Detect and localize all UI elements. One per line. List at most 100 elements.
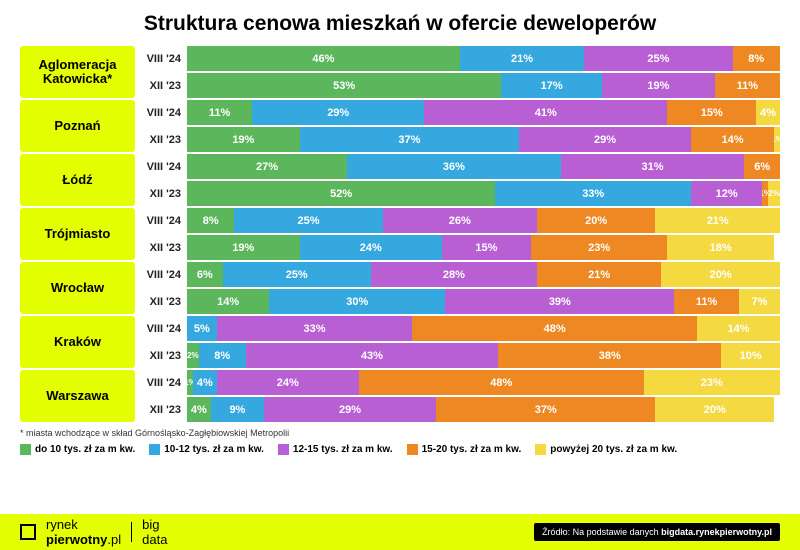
bar-segment: 23% (644, 370, 780, 395)
city-rows: VIII '245%33%48%14%XII '232%8%43%38%10% (139, 316, 780, 368)
bar-segment: 11% (187, 100, 252, 125)
stacked-bar: 14%30%39%11%7% (187, 289, 780, 314)
bar-segment: 6% (187, 262, 223, 287)
bar-segment: 20% (661, 262, 780, 287)
stacked-bar: 11%29%41%15%4% (187, 100, 780, 125)
bar-segment: 38% (498, 343, 721, 368)
chart-title: Struktura cenowa mieszkań w ofercie dewe… (20, 12, 780, 36)
bar-segment: 52% (187, 181, 495, 206)
city-group: Aglomeracja Katowicka*VIII '2446%21%25%8… (20, 46, 780, 98)
bar-row: VIII '248%25%26%20%21% (139, 208, 780, 233)
stacked-bar: 1%4%24%48%23% (187, 370, 780, 395)
bar-row: XII '232%8%43%38%10% (139, 343, 780, 368)
bar-row: XII '2319%24%15%23%18% (139, 235, 780, 260)
city-rows: VIII '2411%29%41%15%4%XII '2319%37%29%14… (139, 100, 780, 152)
period-label: XII '23 (139, 80, 187, 92)
chart-container: Struktura cenowa mieszkań w ofercie dewe… (0, 0, 800, 550)
city-group: WarszawaVIII '241%4%24%48%23%XII '234%9%… (20, 370, 780, 422)
legend-swatch (407, 444, 418, 455)
bar-segment: 36% (347, 154, 560, 179)
bar-segment: 8% (187, 208, 234, 233)
bar-row: XII '2314%30%39%11%7% (139, 289, 780, 314)
city-rows: VIII '2427%36%31%6%XII '2352%33%12%1%2% (139, 154, 780, 206)
stacked-bar: 27%36%31%6% (187, 154, 780, 179)
period-label: VIII '24 (139, 215, 187, 227)
stacked-bar: 4%9%29%37%20% (187, 397, 780, 422)
brand-primary: rynekpierwotny.pl (46, 517, 121, 547)
bar-row: VIII '2446%21%25%8% (139, 46, 780, 71)
bar-segment: 4% (193, 370, 217, 395)
bar-segment: 9% (211, 397, 264, 422)
period-label: XII '23 (139, 296, 187, 308)
bar-segment: 30% (269, 289, 445, 314)
legend-swatch (278, 444, 289, 455)
legend-label: do 10 tys. zł za m kw. (35, 444, 135, 455)
bar-row: VIII '2411%29%41%15%4% (139, 100, 780, 125)
bar-segment: 4% (756, 100, 780, 125)
legend-item: do 10 tys. zł za m kw. (20, 444, 135, 455)
bar-row: VIII '2427%36%31%6% (139, 154, 780, 179)
bar-segment: 48% (412, 316, 697, 341)
legend-label: 12-15 tys. zł za m kw. (293, 444, 393, 455)
bar-segment: 11% (715, 73, 780, 98)
legend-label: powyżej 20 tys. zł za m kw. (550, 444, 677, 455)
bar-segment: 14% (697, 316, 780, 341)
bar-segment: 29% (252, 100, 424, 125)
bar-segment: 33% (217, 316, 413, 341)
stacked-bar: 5%33%48%14% (187, 316, 780, 341)
bar-row: VIII '246%25%28%21%20% (139, 262, 780, 287)
bar-segment: 8% (733, 46, 780, 71)
legend-swatch (535, 444, 546, 455)
bar-segment: 21% (655, 208, 780, 233)
bar-segment: 20% (655, 397, 774, 422)
bar-row: XII '234%9%29%37%20% (139, 397, 780, 422)
chart-area: Aglomeracja Katowicka*VIII '2446%21%25%8… (20, 46, 780, 422)
period-label: VIII '24 (139, 53, 187, 65)
period-label: XII '23 (139, 134, 187, 146)
brand-block: rynekpierwotny.pl bigdata (20, 517, 167, 547)
bar-segment: 21% (460, 46, 585, 71)
bar-segment: 17% (501, 73, 602, 98)
bar-segment: 29% (264, 397, 436, 422)
legend-swatch (20, 444, 31, 455)
period-label: VIII '24 (139, 107, 187, 119)
bar-segment: 2% (187, 343, 199, 368)
bar-segment: 48% (359, 370, 644, 395)
period-label: VIII '24 (139, 323, 187, 335)
city-group: KrakówVIII '245%33%48%14%XII '232%8%43%3… (20, 316, 780, 368)
bar-row: VIII '241%4%24%48%23% (139, 370, 780, 395)
legend-label: 10-12 tys. zł za m kw. (164, 444, 264, 455)
bar-segment: 37% (300, 127, 519, 152)
city-label: Łódź (20, 154, 135, 206)
brand-logo-icon (20, 524, 36, 540)
city-group: PoznańVIII '2411%29%41%15%4%XII '2319%37… (20, 100, 780, 152)
bar-segment: 25% (584, 46, 732, 71)
bar-segment: 27% (187, 154, 347, 179)
stacked-bar: 6%25%28%21%20% (187, 262, 780, 287)
bar-segment: 7% (739, 289, 780, 314)
bar-segment: 15% (667, 100, 756, 125)
footnote: * miasta wchodzące w skład Górnośląsko-Z… (20, 428, 780, 438)
city-group: WrocławVIII '246%25%28%21%20%XII '2314%3… (20, 262, 780, 314)
bar-segment: 43% (246, 343, 498, 368)
period-label: XII '23 (139, 350, 187, 362)
stacked-bar: 19%24%15%23%18% (187, 235, 780, 260)
city-rows: VIII '2446%21%25%8%XII '2353%17%19%11% (139, 46, 780, 98)
stacked-bar: 8%25%26%20%21% (187, 208, 780, 233)
bar-segment: 37% (436, 397, 655, 422)
city-label: Warszawa (20, 370, 135, 422)
bar-segment: 8% (199, 343, 246, 368)
stacked-bar: 2%8%43%38%10% (187, 343, 780, 368)
bar-segment: 28% (371, 262, 537, 287)
period-label: XII '23 (139, 404, 187, 416)
legend-item: 10-12 tys. zł za m kw. (149, 444, 264, 455)
brand-secondary: bigdata (142, 517, 167, 547)
city-label: Wrocław (20, 262, 135, 314)
brand-divider (131, 522, 132, 542)
bar-segment: 2% (768, 181, 780, 206)
stacked-bar: 46%21%25%8% (187, 46, 780, 71)
city-rows: VIII '241%4%24%48%23%XII '234%9%29%37%20… (139, 370, 780, 422)
bar-segment: 25% (234, 208, 382, 233)
bar-segment: 12% (691, 181, 762, 206)
footer: rynekpierwotny.pl bigdata Źródło: Na pod… (0, 514, 800, 550)
